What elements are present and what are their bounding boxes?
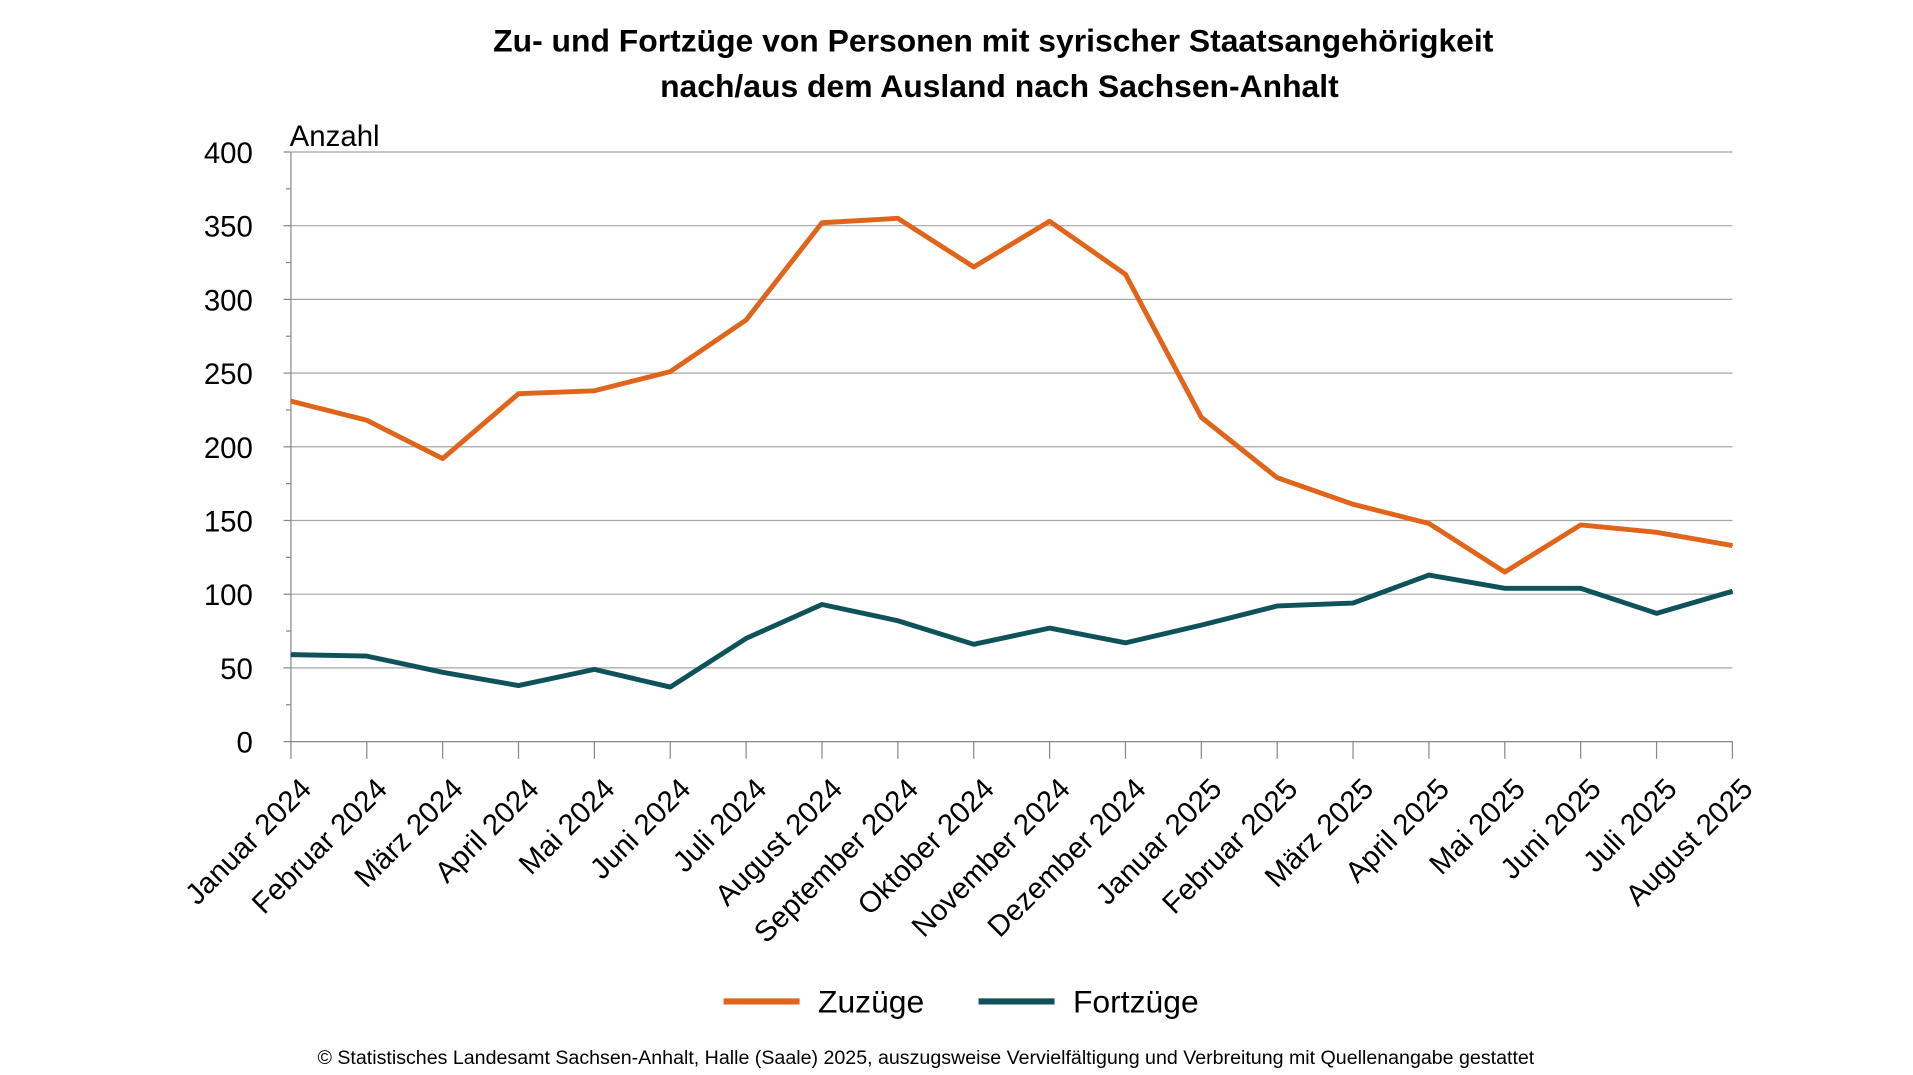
data-point xyxy=(1504,571,1506,573)
data-point xyxy=(1124,273,1127,275)
data-point xyxy=(1352,602,1354,604)
data-point xyxy=(1655,612,1658,614)
data-point xyxy=(1731,590,1734,592)
data-point xyxy=(669,371,671,373)
data-point xyxy=(366,655,368,657)
y-tick-label: 200 xyxy=(204,432,253,465)
y-tick-label: 350 xyxy=(204,211,253,244)
legend-label: Fortzüge xyxy=(1073,983,1199,1019)
y-tick-label: 400 xyxy=(204,137,253,170)
footer-copyright: © Statistisches Landesamt Sachsen-Anhalt… xyxy=(317,1047,1534,1069)
data-point xyxy=(290,654,292,656)
data-point xyxy=(517,393,520,395)
y-axis-label: Anzahl xyxy=(290,120,380,153)
chart-title: Zu- und Fortzüge von Personen mit syrisc… xyxy=(493,22,1494,58)
y-tick-label: 100 xyxy=(204,579,253,612)
y-tick-label: 250 xyxy=(204,358,253,391)
data-point xyxy=(1200,624,1202,626)
data-point xyxy=(745,319,747,321)
series-line-zuzuege xyxy=(290,215,1733,575)
data-point xyxy=(1048,220,1051,222)
data-point xyxy=(442,671,444,673)
chart-subtitle: nach/aus dem Ausland nach Sachsen-Anhalt xyxy=(660,68,1339,104)
data-point xyxy=(1504,587,1506,589)
y-tick-label: 50 xyxy=(220,653,253,686)
data-point xyxy=(973,643,975,645)
data-point xyxy=(1428,522,1430,525)
data-point xyxy=(897,217,899,219)
data-point xyxy=(1048,627,1051,629)
y-tick-label: 0 xyxy=(237,727,253,760)
y-tick-label: 300 xyxy=(204,284,253,317)
y-tick-label: 150 xyxy=(204,506,253,539)
series-line-fortzuege xyxy=(290,572,1734,690)
legend-label: Zuzüge xyxy=(818,983,924,1019)
data-point xyxy=(593,668,595,670)
data-point xyxy=(517,684,520,687)
data-point xyxy=(745,637,747,640)
data-point xyxy=(897,620,899,622)
data-point xyxy=(821,222,823,224)
data-point xyxy=(669,686,671,688)
data-point xyxy=(1580,587,1582,589)
data-point xyxy=(1580,524,1582,526)
data-point xyxy=(290,400,292,402)
data-point xyxy=(366,419,368,421)
data-point xyxy=(442,457,444,460)
legend: Zuzüge Fortzüge xyxy=(723,983,1199,1019)
data-point xyxy=(1200,416,1202,418)
data-point xyxy=(1276,477,1278,479)
data-point xyxy=(821,603,823,606)
data-point xyxy=(593,390,595,392)
data-point xyxy=(1428,574,1430,576)
data-point xyxy=(973,266,975,268)
data-point xyxy=(1352,503,1354,505)
data-point xyxy=(1655,531,1658,533)
data-point xyxy=(1124,642,1127,644)
data-point xyxy=(1276,605,1278,607)
data-point xyxy=(1731,544,1734,547)
